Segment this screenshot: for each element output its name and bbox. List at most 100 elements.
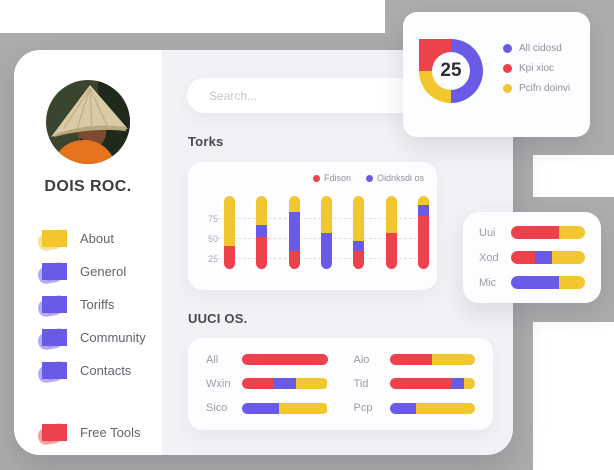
bar-segment-purple <box>389 402 416 414</box>
y-tick: 75 <box>207 214 218 224</box>
legend-label: Pcifn doinvi <box>519 83 571 94</box>
bar-segment-purple <box>535 251 553 264</box>
bar-segment-purple <box>320 233 332 269</box>
row-label: Sico <box>206 402 228 415</box>
uuci-card: All Wxin Sico Aio Tid <box>188 338 493 430</box>
stacked-hbar <box>389 378 476 390</box>
bar-segment-purple <box>242 402 279 414</box>
pcifn-doinvi-dot-icon <box>503 84 512 93</box>
sidebar-item-community[interactable]: Community <box>42 321 162 354</box>
stacked-bar <box>353 196 365 269</box>
uuci-row-wxin: Wxin <box>206 376 328 391</box>
stacked-hbar <box>242 354 328 366</box>
contacts-icon <box>42 362 67 379</box>
uuci-row-sico: Sico <box>206 401 328 416</box>
sidebar-item-free-tools[interactable]: Free Tools <box>42 416 162 449</box>
row-label: Mic <box>479 276 497 289</box>
donut-legend: All cidosd Kpi xioc Pcifn doinvi <box>503 43 570 94</box>
bar-segment-red <box>417 215 429 269</box>
bar-segment-purple <box>353 241 365 251</box>
bars-group <box>224 196 429 269</box>
row-label: Pcp <box>353 402 373 415</box>
stacked-hbar <box>242 378 328 390</box>
kpi-xioc-dot-icon <box>503 64 512 73</box>
uuci-row-all: All <box>206 352 328 367</box>
avatar <box>46 80 130 164</box>
bar-segment-yellow <box>559 226 585 239</box>
row-label: All <box>206 353 219 366</box>
stacked-hbar <box>511 226 585 239</box>
profile-name: DOIS ROC. <box>44 178 132 195</box>
uuci-section-title: UUCI OS. <box>188 311 248 326</box>
sidebar-item-toriffs[interactable]: Toriffs <box>42 288 162 321</box>
legend-label: Oidnksdi os <box>376 173 424 183</box>
torks-section-title: Torks <box>188 134 224 149</box>
mini-stats-card: Uui Xod Mic <box>463 212 601 303</box>
sidebar-menu: About Generol Toriffs Community Contacts <box>14 222 162 449</box>
stacked-hbar <box>511 276 585 289</box>
stacked-bar <box>385 196 397 269</box>
bar-segment-yellow <box>278 402 328 414</box>
bar-segment-red <box>242 378 275 390</box>
torks-bar-chart: 75 50 25 <box>208 192 429 269</box>
sidebar-item-label: Community <box>80 330 146 345</box>
stacked-hbar <box>389 402 476 414</box>
stacked-hbar <box>242 402 328 414</box>
stacked-bar <box>417 196 429 269</box>
app-card: DOIS ROC. About Generol Toriffs Communit… <box>14 50 513 455</box>
mini-row-uui: Uui <box>479 226 585 239</box>
bar-segment-red <box>511 226 560 239</box>
bar-segment-red <box>224 246 235 269</box>
bar-segment-red <box>389 354 433 366</box>
sidebar-item-generol[interactable]: Generol <box>42 255 162 288</box>
legend-item: Oidnksdi os <box>365 173 424 183</box>
donut-chart: 25 <box>419 39 483 103</box>
bar-segment-red <box>353 250 365 269</box>
stacked-bar <box>288 196 300 269</box>
bar-segment-purple <box>256 225 268 237</box>
sidebar-item-label: Free Tools <box>80 425 141 440</box>
sidebar-item-label: Contacts <box>80 363 132 378</box>
bar-segment-purple <box>451 378 464 390</box>
bar-segment-red <box>242 354 328 366</box>
search-input[interactable] <box>187 78 418 113</box>
uuci-row-aio: Aio <box>353 352 475 367</box>
stacked-bar <box>256 196 268 269</box>
mini-row-xod: Xod <box>479 251 585 264</box>
bar-segment-red <box>288 250 300 269</box>
oidnksdi-dot-icon <box>365 174 373 182</box>
donut-stat-card: 25 All cidosd Kpi xioc Pcifn doinvi <box>403 12 590 137</box>
all-cidosd-dot-icon <box>503 44 512 53</box>
sidebar-item-about[interactable]: About <box>42 222 162 255</box>
bar-segment-purple <box>417 204 429 216</box>
bar-segment-yellow <box>552 251 585 264</box>
row-label: Aio <box>353 353 370 366</box>
torks-legend: Fdison Oidnksdi os <box>312 173 424 183</box>
fdison-dot-icon <box>312 174 320 182</box>
bar-segment-yellow <box>256 196 268 226</box>
stacked-bar <box>320 196 332 269</box>
mini-row-mic: Mic <box>479 276 585 289</box>
community-icon <box>42 329 67 346</box>
stacked-hbar <box>511 251 585 264</box>
legend-item: Fdison <box>312 173 351 183</box>
free-tools-icon <box>42 424 67 441</box>
toriffs-icon <box>42 296 67 313</box>
donut-value: 25 <box>432 52 470 90</box>
row-label: Uui <box>479 226 496 239</box>
uuci-row-tid: Tid <box>354 376 476 391</box>
sidebar-item-label: Generol <box>80 264 127 279</box>
bar-segment-yellow <box>416 402 475 414</box>
sidebar-item-label: Toriffs <box>80 297 115 312</box>
y-tick: 50 <box>207 234 218 244</box>
y-tick: 25 <box>207 254 218 264</box>
bar-segment-yellow <box>463 378 475 390</box>
bar-segment-yellow <box>288 196 300 213</box>
bar-segment-yellow <box>417 196 429 205</box>
sidebar-item-contacts[interactable]: Contacts <box>42 354 162 387</box>
bar-segment-red <box>389 378 452 390</box>
legend-label: Fdison <box>323 173 351 183</box>
stacked-hbar <box>389 354 475 366</box>
bar-segment-red <box>385 233 397 269</box>
